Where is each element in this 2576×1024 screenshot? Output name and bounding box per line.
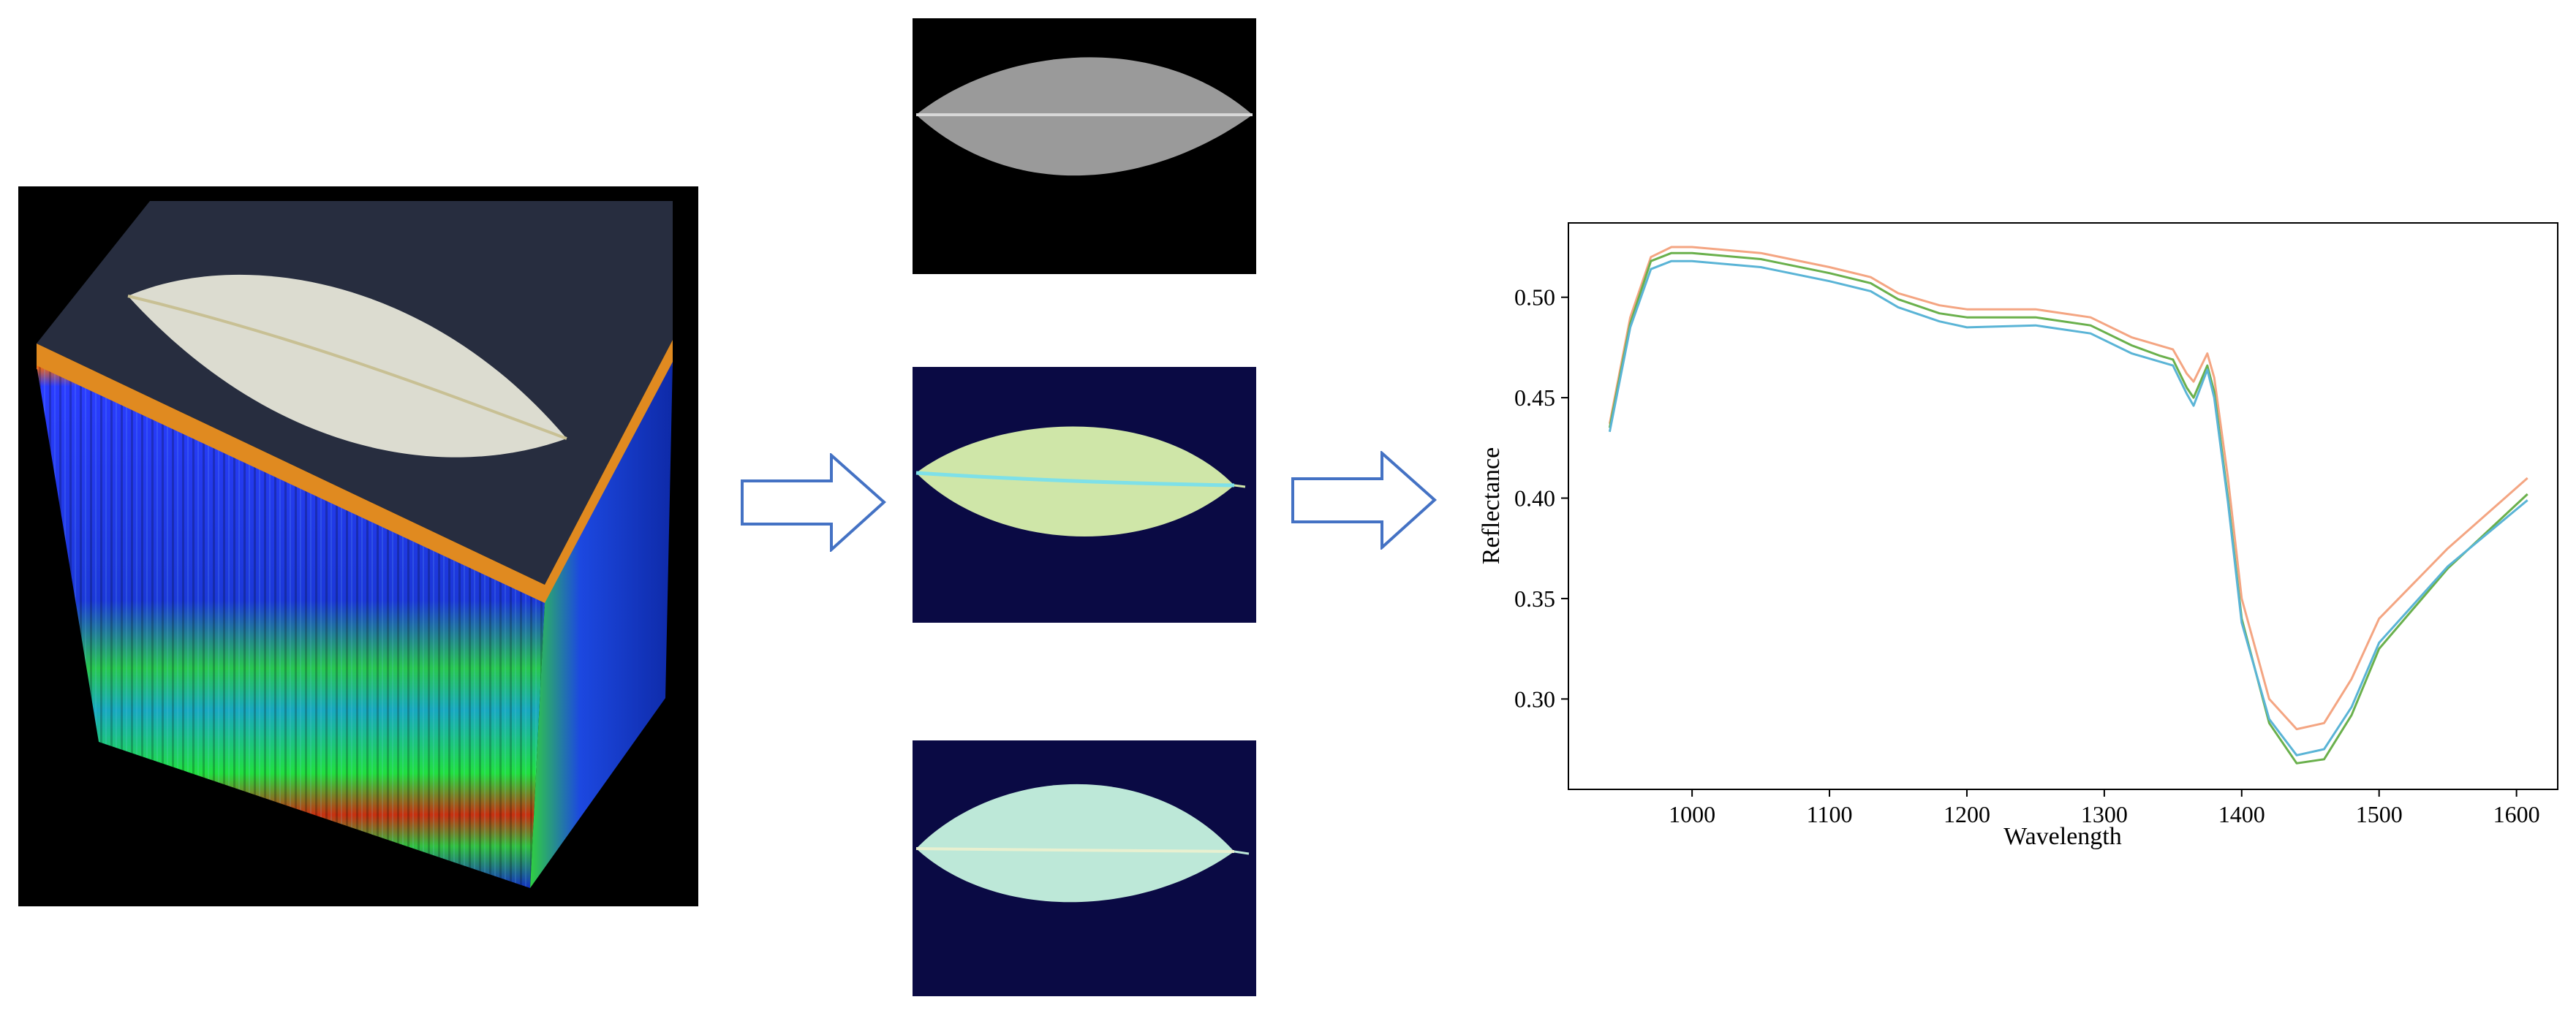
arrow-right-icon xyxy=(1291,450,1437,551)
y-tick-label: 0.35 xyxy=(1514,585,1555,612)
x-tick-label: 1400 xyxy=(2218,801,2265,827)
series-line-2 xyxy=(1608,251,2528,765)
x-tick-label: 1300 xyxy=(2081,801,2128,827)
x-tick-label: 1000 xyxy=(1669,801,1715,827)
x-tick-label: 1100 xyxy=(1807,801,1853,827)
hyperspectral-cube-image xyxy=(18,186,698,906)
cube-top-leaf xyxy=(128,274,567,458)
x-tick-label: 1500 xyxy=(2356,801,2403,827)
y-tick-label: 0.45 xyxy=(1514,384,1555,411)
x-axis-label: Wavelength xyxy=(2003,823,2122,850)
x-tick-label: 1200 xyxy=(1944,801,1990,827)
series-line-1 xyxy=(1608,246,2528,731)
grayscale-leaf-image xyxy=(913,18,1256,274)
y-tick-label: 0.30 xyxy=(1514,686,1555,712)
y-axis-label: Reflectance xyxy=(1478,447,1505,564)
false-color-leaf-image xyxy=(913,740,1256,996)
plot-frame xyxy=(1568,222,2558,790)
y-tick-label: 0.40 xyxy=(1514,485,1555,512)
arrow-right-icon xyxy=(740,452,886,553)
series-line-3 xyxy=(1608,259,2528,756)
y-tick-label: 0.50 xyxy=(1514,284,1555,311)
cube-edge-band xyxy=(37,344,545,607)
x-tick-label: 1600 xyxy=(2493,801,2540,827)
cube-side-face xyxy=(530,362,673,888)
reflectance-spectrum-chart: 1000 1100 1200 1300 1400 1500 1600 0.30 0.35 0.40… xyxy=(1455,205,2576,862)
false-color-leaf-image xyxy=(913,367,1256,623)
